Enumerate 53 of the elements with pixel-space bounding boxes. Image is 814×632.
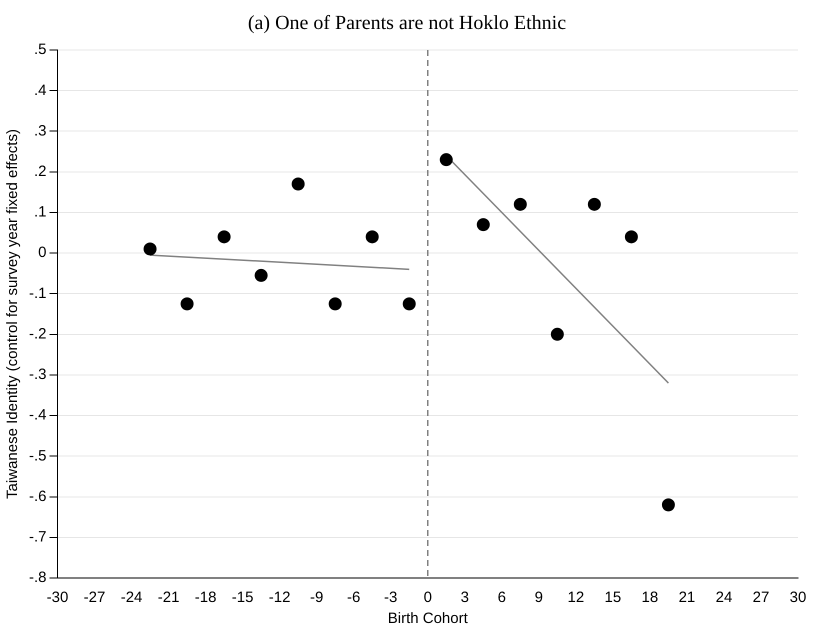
point xyxy=(624,230,638,244)
point xyxy=(218,230,231,244)
x-tick-label: 6 xyxy=(498,589,506,606)
x-tick-label: -27 xyxy=(84,589,106,606)
y-tick-label: -.3 xyxy=(28,366,47,384)
x-tick-label: -3 xyxy=(384,589,398,606)
x-tick-label: 3 xyxy=(460,589,469,606)
y-tick-label: .5 xyxy=(34,41,47,58)
point xyxy=(402,297,416,310)
y-tick-label: -.6 xyxy=(28,488,47,505)
y-tick-label: 0 xyxy=(38,244,47,262)
x-tick-label: -15 xyxy=(232,589,254,606)
x-tick-label: 15 xyxy=(604,589,622,606)
x-tick-label: -24 xyxy=(120,589,142,606)
y-tick-label: .1 xyxy=(34,204,47,221)
point xyxy=(254,268,268,282)
x-tick-label: -21 xyxy=(158,589,180,606)
x-tick-label: 18 xyxy=(642,589,658,606)
x-tick-label: 30 xyxy=(790,589,806,606)
x-tick-label: -18 xyxy=(194,589,216,606)
y-tick-label: -.8 xyxy=(28,569,47,586)
y-tick-label: -.1 xyxy=(28,284,47,302)
x-tick-label: -12 xyxy=(268,589,290,606)
x-tick-label: -30 xyxy=(46,589,68,606)
y-tick-label: -.2 xyxy=(28,325,47,342)
point xyxy=(144,242,157,256)
point xyxy=(514,198,527,211)
x-tick-label: 24 xyxy=(716,589,732,606)
x-tick-label: -9 xyxy=(310,589,324,606)
point xyxy=(588,198,601,211)
y-tick-label: -.4 xyxy=(28,406,47,424)
point xyxy=(662,498,675,512)
y-tick-label: .4 xyxy=(34,82,47,99)
x-axis-title: Birth Cohort xyxy=(388,610,469,628)
x-tick-label: 0 xyxy=(424,589,432,606)
point xyxy=(440,153,453,166)
point xyxy=(328,297,342,310)
x-tick-label: 9 xyxy=(534,589,543,606)
y-tick-label: .2 xyxy=(34,162,47,180)
x-tick-label: 27 xyxy=(752,589,770,606)
point xyxy=(476,218,490,232)
x-tick-label: -6 xyxy=(347,589,360,606)
y-tick-label: .3 xyxy=(34,122,47,140)
point xyxy=(292,178,305,191)
y-tick-label: -.7 xyxy=(28,528,47,546)
point xyxy=(550,328,564,341)
x-tick-label: 21 xyxy=(678,589,696,606)
point xyxy=(366,230,379,244)
chart-title: (a) One of Parents are not Hoklo Ethnic xyxy=(246,12,568,36)
point xyxy=(180,297,194,310)
y-axis-title: Taiwanese Identity (control for survey year fixed effects) xyxy=(4,129,22,499)
x-tick-label: 12 xyxy=(568,589,584,606)
y-tick-label: -.5 xyxy=(28,447,47,464)
